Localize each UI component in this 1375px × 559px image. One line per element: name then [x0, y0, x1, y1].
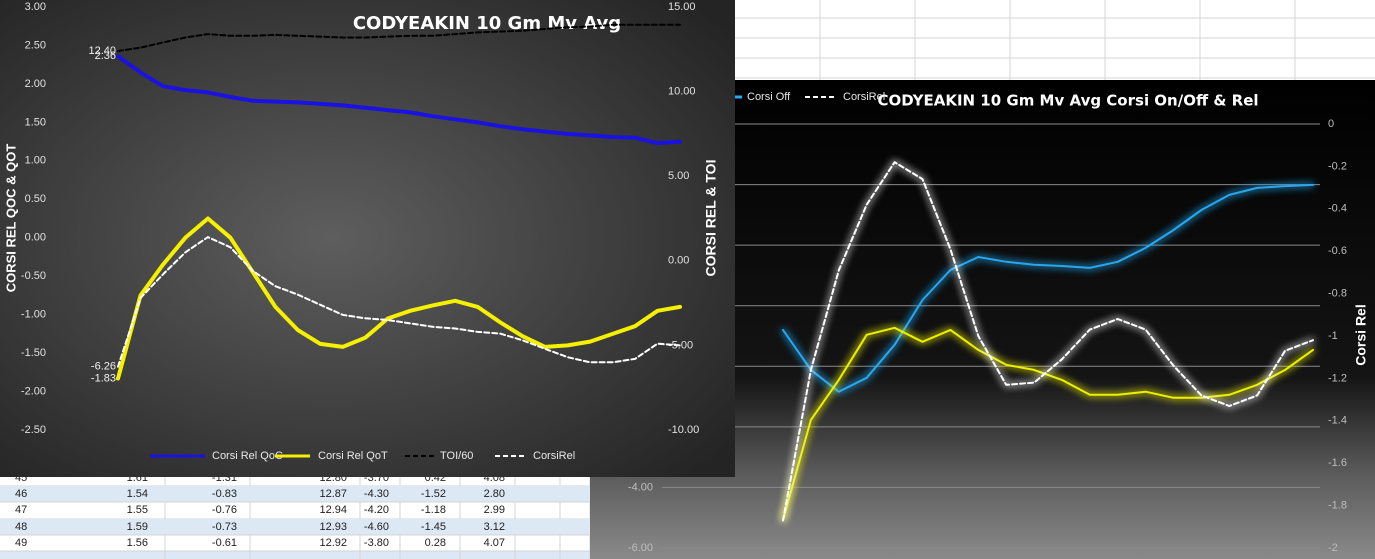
data-label: -6.26: [91, 361, 116, 373]
cell: -0.76: [212, 504, 237, 516]
cell: -0.61: [212, 537, 237, 549]
y-tick-label: -2.00: [21, 385, 46, 397]
cell: -1.45: [421, 521, 446, 533]
cell: 1.56: [127, 537, 148, 549]
y2-axis-title: CORSI REL & TOI: [703, 160, 719, 277]
y-axis-title: CORSI REL QOC & QOT: [3, 144, 18, 293]
y2-tick-label: -0.6: [1328, 245, 1347, 257]
chart-title: CODYEAKIN 10 Gm Mv Avg Corsi On/Off & Re…: [877, 92, 1258, 110]
series-line: [782, 326, 1314, 521]
y2-tick-label: -1: [1328, 330, 1338, 342]
y2-tick-label: -0.2: [1328, 160, 1347, 172]
y-tick-label: -1.00: [21, 309, 46, 321]
cell: 49: [15, 537, 27, 549]
y2-tick-label: -1.2: [1328, 372, 1347, 384]
cell: 2.99: [484, 504, 505, 516]
y2-tick-label: -0.8: [1328, 288, 1347, 300]
cell: -3.80: [364, 537, 389, 549]
y2-tick-label: -2: [1328, 542, 1338, 554]
cell: 12.87: [319, 488, 347, 500]
data-label: -1.83: [91, 372, 116, 384]
y2-tick-label: 5.00: [668, 170, 689, 182]
sheet-grid: [735, 0, 1375, 80]
legend-label: CorsiRel: [533, 450, 575, 462]
cell: -4.20: [364, 504, 389, 516]
cell: -0.73: [212, 521, 237, 533]
legend-label: Corsi Off: [747, 91, 791, 103]
y-tick-label: -6.00: [628, 542, 653, 554]
cell: 1.55: [127, 504, 148, 516]
cell: 12.92: [319, 537, 347, 549]
y-tick-label: 1.00: [25, 155, 46, 167]
y2-tick-label: -10.00: [668, 424, 699, 436]
series-line: [116, 54, 682, 146]
legend-label: CorsiRel: [843, 91, 885, 103]
y-tick-label: 0.00: [25, 232, 46, 244]
y-tick-label: -1.50: [21, 347, 46, 359]
cell: 0.28: [425, 537, 446, 549]
cell: -4.30: [364, 488, 389, 500]
y-tick-label: 0.50: [25, 193, 46, 205]
y2-tick-label: 0: [1328, 118, 1334, 130]
legend-label: Corsi Rel QoC: [212, 450, 283, 462]
series-line: [782, 183, 1314, 393]
data-label: 12.40: [88, 45, 116, 57]
series-line: [117, 23, 681, 52]
cell: 3.12: [484, 521, 505, 533]
cell: 12.94: [319, 504, 347, 516]
y-tick-label: -0.50: [21, 270, 46, 282]
cell: 1.54: [127, 488, 148, 500]
row-stripe: [0, 519, 590, 535]
legend-label: Corsi Rel QoT: [318, 450, 388, 462]
cell: -1.18: [421, 504, 446, 516]
cell: 46: [15, 488, 27, 500]
y-tick-label: 3.00: [25, 1, 46, 13]
cell: -1.52: [421, 488, 446, 500]
y-tick-label: -4.00: [628, 481, 653, 493]
cell: 47: [15, 504, 27, 516]
y2-tick-label: 10.00: [668, 86, 696, 98]
cell: 2.80: [484, 488, 505, 500]
cell: -4.60: [364, 521, 389, 533]
legend-label: TOI/60: [440, 450, 473, 462]
y2-tick-label: -0.4: [1328, 203, 1347, 215]
y-tick-label: 2.50: [25, 39, 46, 51]
series-line: [782, 161, 1314, 522]
y2-tick-label: -1.4: [1328, 415, 1347, 427]
y2-tick-label: -1.8: [1328, 500, 1347, 512]
cell: -0.83: [212, 488, 237, 500]
data-label: 2.36: [95, 50, 116, 62]
y2-tick-label: -1.6: [1328, 457, 1347, 469]
cell: 1.59: [127, 521, 148, 533]
series-line: [116, 216, 682, 381]
chart-moving-avg: 3.00 2.50 2.00 1.50 1.00 0.50 0.00 -0.50 -1.00 -1…: [0, 0, 735, 477]
y2-tick-label: 0.00: [668, 255, 689, 267]
cell: 12.93: [319, 521, 347, 533]
cell: 4.07: [484, 537, 505, 549]
y-tick-label: -2.50: [21, 424, 46, 436]
y-tick-label: 1.50: [25, 116, 46, 128]
series-line: [117, 236, 681, 368]
row-stripe: [0, 551, 590, 559]
row-stripe: [0, 486, 590, 502]
cell: 48: [15, 521, 27, 533]
y2-axis-title: Corsi Rel: [1353, 304, 1369, 365]
y2-tick-label: 15.00: [668, 1, 696, 13]
chart-bg: [0, 0, 735, 477]
chart-title: CODYEAKIN 10 Gm Mv Avg: [353, 13, 621, 34]
y-tick-label: 2.00: [25, 78, 46, 90]
